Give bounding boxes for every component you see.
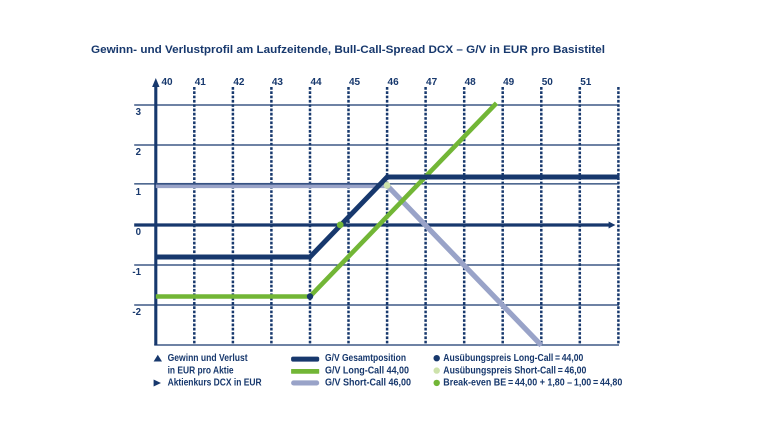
svg-text:1: 1 [136,187,142,198]
svg-text:-2: -2 [132,307,141,318]
svg-text:51: 51 [580,77,592,88]
svg-text:47: 47 [426,77,438,88]
svg-text:-1: -1 [132,267,141,278]
svg-text:2: 2 [136,147,141,158]
svg-text:G/V Long-Call 44,00: G/V Long-Call 44,00 [325,365,409,376]
svg-text:45: 45 [349,77,361,88]
svg-text:in EUR pro Aktie: in EUR pro Aktie [168,365,234,376]
svg-text:G/V Short-Call 46,00: G/V Short-Call 46,00 [325,378,411,389]
svg-text:Break-even BE = 44,00 + 1,80 –: Break-even BE = 44,00 + 1,80 – 1,00 = 44… [443,378,622,389]
svg-text:G/V Gesamtposition: G/V Gesamtposition [325,353,406,364]
svg-text:42: 42 [233,77,245,88]
svg-text:0: 0 [136,227,141,238]
svg-text:Ausübungspreis Short-Call = 46: Ausübungspreis Short-Call = 46,00 [443,365,586,376]
svg-text:Aktienkurs DCX in EUR: Aktienkurs DCX in EUR [168,378,262,389]
svg-text:49: 49 [503,77,515,88]
svg-text:Ausübungspreis Long-Call = 44,: Ausübungspreis Long-Call = 44,00 [443,353,583,364]
svg-text:48: 48 [465,77,477,88]
svg-text:50: 50 [542,77,554,88]
svg-text:46: 46 [388,77,400,88]
svg-text:3: 3 [136,107,142,118]
svg-text:43: 43 [272,77,284,88]
svg-text:Gewinn und Verlust: Gewinn und Verlust [168,353,248,364]
svg-text:Gewinn- und Verlustprofil am L: Gewinn- und Verlustprofil am Laufzeitend… [91,44,605,56]
svg-text:44: 44 [310,77,322,88]
svg-text:40: 40 [161,77,173,88]
svg-text:41: 41 [195,77,207,88]
